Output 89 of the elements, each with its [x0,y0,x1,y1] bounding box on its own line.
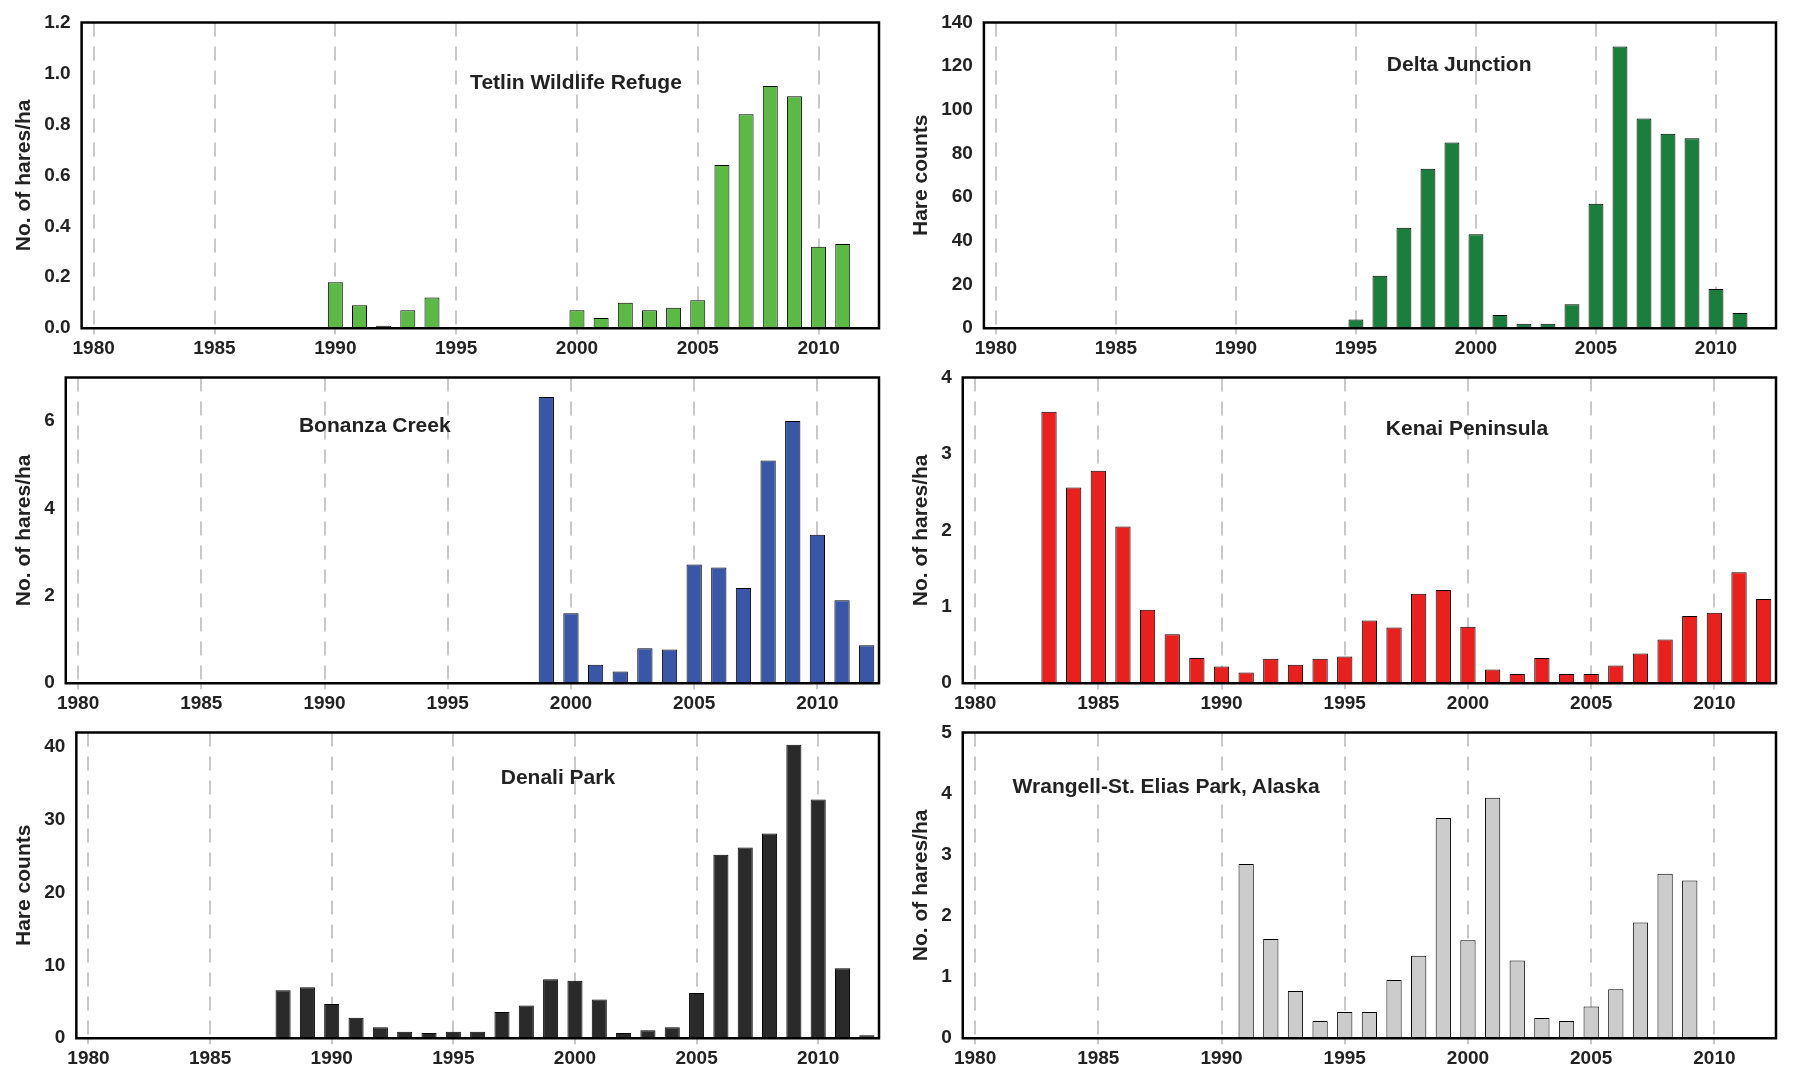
x-tick-label: 2005 [1574,336,1618,358]
x-tick-label: 1985 [1077,691,1120,713]
y-tick-label: 0.2 [44,265,71,287]
text: Kenai Peninsula [1385,416,1549,440]
x-tick-label: 1980 [67,1046,110,1068]
x-tick-label: 1985 [1077,1046,1120,1068]
x-tick-label: 1990 [1200,691,1243,713]
x-tick-label: 2010 [797,1046,840,1068]
y-axis-title: No. of hares/ha [908,454,932,607]
x-tick-label: 1985 [193,336,237,358]
y-tick-label: 1.2 [44,10,71,32]
y-tick-label: 0.4 [44,214,72,236]
x-tick-label: 2010 [797,336,840,358]
x-tick-label: 2005 [1570,691,1613,713]
x-tick-label: 2010 [796,691,839,713]
y-tick-label: 6 [44,409,55,431]
text: Bonanza Creek [298,413,451,437]
y-tick-label: 0 [941,671,952,693]
y-tick-label: 2 [941,904,952,926]
x-tick-label: 1980 [953,1046,997,1068]
y-tick-label: 0.6 [44,163,71,185]
y-axis-title: No. of hares/ha [11,99,35,252]
text: Tetlin Wildlife Refuge [470,70,682,94]
y-tick-label: 0 [941,1026,952,1048]
y-tick-label: 0 [962,316,973,338]
y-tick-label: 40 [44,735,66,757]
y-tick-label: 0 [54,1026,66,1048]
y-tick-label: 3 [941,842,952,864]
x-tick-label: 2000 [549,691,593,713]
x-tick-label: 1990 [310,1046,353,1068]
x-tick-label: 1990 [1214,336,1258,358]
y-tick-label: 1 [941,594,953,616]
text: Delta Junction [1386,52,1532,76]
x-tick-label: 2005 [675,1046,719,1068]
x-tick-label: 2000 [1446,1046,1490,1068]
y-tick-label: 2 [44,584,55,606]
y-tick-label: 1.0 [44,61,71,83]
x-tick-label: 1980 [56,691,100,713]
y-tick-label: 3 [941,442,952,464]
x-tick-label: 1980 [72,336,115,358]
x-tick-label: 2000 [1454,336,1498,358]
y-tick-label: 60 [951,185,973,207]
x-tick-label: 1985 [188,1046,232,1068]
y-tick-label: 0 [44,671,55,693]
x-tick-label: 1985 [1094,336,1138,358]
x-tick-label: 1990 [1200,1046,1243,1068]
x-tick-label: 2005 [676,336,720,358]
x-tick-label: 1990 [314,336,357,358]
x-tick-label: 1990 [303,691,346,713]
y-tick-label: 10 [44,953,66,975]
x-tick-label: 2010 [1693,691,1736,713]
text: Wrangell-St. Elias Park, Alaska [1012,774,1320,798]
y-tick-label: 1 [941,965,953,987]
x-tick-label: 2000 [553,1046,597,1068]
x-tick-label: 1995 [1323,691,1367,713]
y-tick-label: 4 [941,781,953,803]
y-tick-label: 30 [44,808,66,830]
x-tick-label: 2005 [1570,1046,1613,1068]
y-tick-label: 100 [941,98,973,120]
y-tick-label: 80 [951,141,973,163]
x-tick-label: 1985 [180,691,223,713]
y-tick-label: 140 [941,10,973,32]
y-tick-label: 5 [941,720,953,742]
y-axis-title: No. of hares/ha [908,809,932,962]
x-tick-label: 2005 [673,691,716,713]
y-axis-title: No. of hares/ha [11,454,35,607]
x-tick-label: 1995 [1334,336,1378,358]
y-tick-label: 40 [951,229,973,251]
y-tick-label: 20 [44,880,66,902]
x-tick-label: 1995 [1323,1046,1367,1068]
x-tick-label: 1995 [426,691,470,713]
y-tick-label: 2 [941,518,952,540]
y-tick-label: 0.0 [44,316,71,338]
y-tick-label: 4 [941,365,953,387]
text: Denali Park [500,765,616,789]
y-tick-label: 120 [941,54,973,76]
y-tick-label: 4 [44,496,56,518]
y-tick-label: 20 [951,272,973,294]
y-axis-title: Hare counts [11,824,35,946]
x-tick-label: 2000 [555,336,599,358]
y-axis-title: Hare counts [908,114,932,236]
x-tick-label: 2000 [1446,691,1490,713]
x-tick-label: 1980 [974,336,1018,358]
x-tick-label: 1995 [435,336,478,358]
x-tick-label: 2010 [1694,336,1738,358]
x-tick-label: 2010 [1693,1046,1736,1068]
x-tick-label: 1995 [432,1046,475,1068]
x-tick-label: 1980 [953,691,997,713]
y-tick-label: 0.8 [44,112,71,134]
